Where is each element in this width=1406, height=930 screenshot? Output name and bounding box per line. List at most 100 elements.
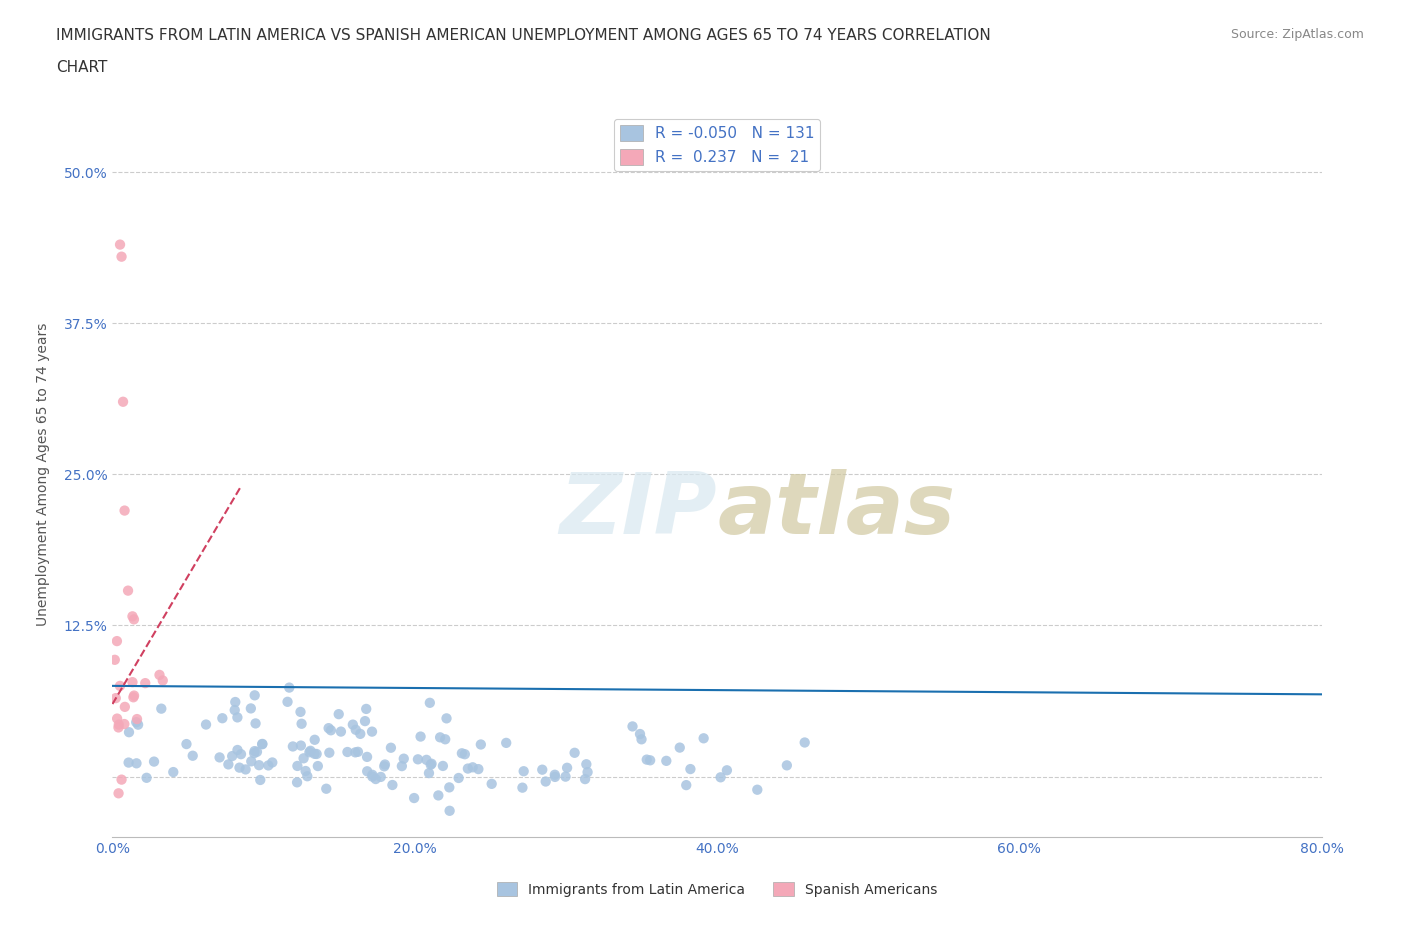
Point <box>554 769 576 784</box>
Point <box>121 609 143 624</box>
Point <box>226 710 249 724</box>
Point <box>299 743 322 758</box>
Point <box>564 745 586 760</box>
Point <box>679 762 702 777</box>
Point <box>105 633 128 648</box>
Point <box>668 740 690 755</box>
Point <box>208 750 231 764</box>
Point <box>747 782 769 797</box>
Point <box>152 673 174 688</box>
Point <box>432 759 454 774</box>
Point <box>121 674 143 689</box>
Point <box>361 767 384 782</box>
Point <box>574 772 596 787</box>
Point <box>692 731 714 746</box>
Point <box>176 737 198 751</box>
Point <box>470 737 492 752</box>
Point <box>467 762 489 777</box>
Point <box>108 237 131 252</box>
Point <box>439 804 461 818</box>
Point <box>436 711 458 725</box>
Point <box>361 724 384 739</box>
Point <box>107 717 129 732</box>
Point <box>125 711 148 726</box>
Point <box>143 754 166 769</box>
Point <box>226 742 249 757</box>
Point <box>224 695 246 710</box>
Point <box>534 774 557 789</box>
Point <box>134 676 156 691</box>
Point <box>114 503 136 518</box>
Point <box>427 788 450 803</box>
Point <box>307 759 329 774</box>
Point <box>576 764 599 779</box>
Point <box>281 739 304 754</box>
Point <box>630 732 652 747</box>
Point <box>112 394 135 409</box>
Point <box>110 772 132 787</box>
Point <box>318 721 340 736</box>
Point <box>392 751 415 766</box>
Point <box>122 688 145 703</box>
Point <box>247 758 270 773</box>
Point <box>655 753 678 768</box>
Point <box>344 745 367 760</box>
Point <box>404 790 426 805</box>
Text: ZIP: ZIP <box>560 469 717 552</box>
Point <box>252 737 274 751</box>
Point <box>290 738 312 753</box>
Point <box>429 730 451 745</box>
Point <box>636 752 658 767</box>
Point <box>457 761 479 776</box>
Point <box>291 716 314 731</box>
Point <box>391 759 413 774</box>
Point <box>342 717 364 732</box>
Point <box>481 777 503 791</box>
Point <box>108 679 131 694</box>
Point <box>336 745 359 760</box>
Text: IMMIGRANTS FROM LATIN AMERICA VS SPANISH AMERICAN UNEMPLOYMENT AMONG AGES 65 TO : IMMIGRANTS FROM LATIN AMERICA VS SPANISH… <box>56 28 991 43</box>
Point <box>575 757 598 772</box>
Point <box>246 744 269 759</box>
Point <box>290 704 312 719</box>
Point <box>454 747 477 762</box>
Point <box>114 699 136 714</box>
Point <box>239 701 262 716</box>
Point <box>354 701 377 716</box>
Point <box>257 758 280 773</box>
Point <box>461 760 484 775</box>
Point <box>512 780 534 795</box>
Point <box>344 723 367 737</box>
Point <box>495 736 517 751</box>
Point <box>224 703 246 718</box>
Point <box>419 696 441 711</box>
Point <box>315 781 337 796</box>
Point <box>356 764 378 778</box>
Point <box>125 715 148 730</box>
Point <box>373 759 395 774</box>
Point <box>675 777 697 792</box>
Point <box>243 746 266 761</box>
Point <box>356 750 378 764</box>
Point <box>374 757 396 772</box>
Point <box>107 720 129 735</box>
Point <box>555 761 578 776</box>
Point <box>544 769 567 784</box>
Point <box>104 652 127 667</box>
Point <box>434 732 457 747</box>
Point <box>298 745 321 760</box>
Point <box>409 729 432 744</box>
Point <box>793 735 815 750</box>
Point <box>112 717 135 732</box>
Point <box>292 751 315 765</box>
Point <box>418 765 440 780</box>
Legend: Immigrants from Latin America, Spanish Americans: Immigrants from Latin America, Spanish A… <box>491 877 943 903</box>
Point <box>304 747 326 762</box>
Point <box>420 756 443 771</box>
Point <box>364 772 387 787</box>
Point <box>370 769 392 784</box>
Point <box>221 749 243 764</box>
Point <box>380 740 402 755</box>
Point <box>419 757 441 772</box>
Point <box>122 612 145 627</box>
